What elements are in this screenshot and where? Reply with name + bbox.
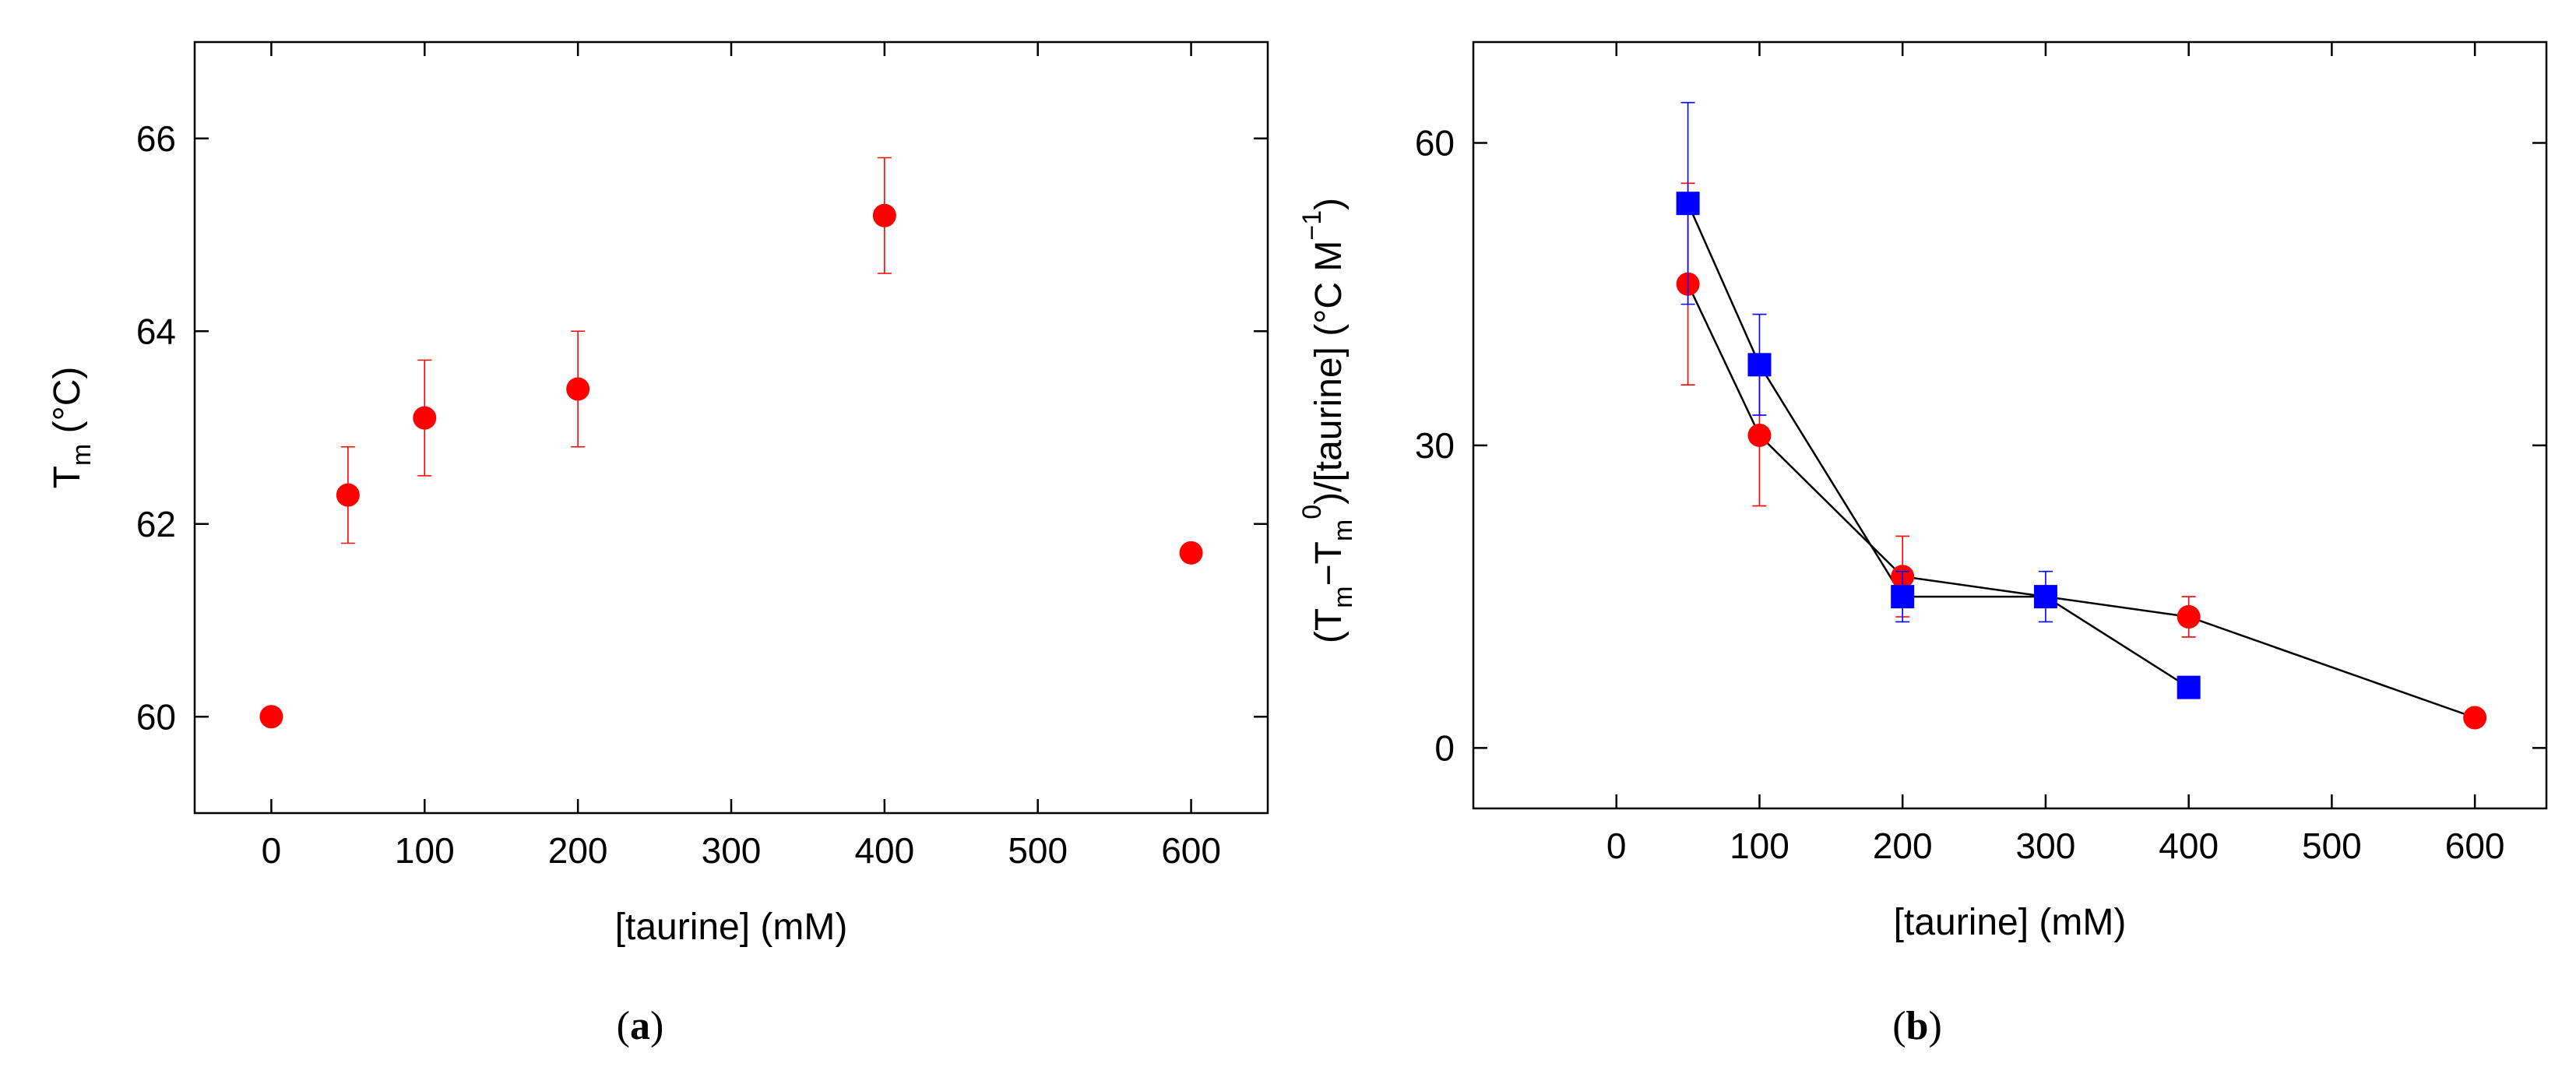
x-tick-label: 100 [1730,826,1789,866]
panel-a-y-axis-label: Tm (°C) [47,367,97,489]
panel-a-caption: (a) [617,1004,664,1048]
data-point-square [1747,353,1772,377]
panel-b-y-label-p2: −T [1308,541,1350,586]
panel-b-y-axis-label: (Tm−Tm0)/[taurine] (°C M−1) [1297,198,1358,643]
panel-a-y-ticks: 60 62 64 66 [136,118,1268,737]
x-tick-label: 600 [1161,830,1221,871]
x-tick-label: 0 [1606,826,1627,866]
panel-a: 0 100 200 300 400 500 600 60 62 64 66 [taurine] (… [47,40,1269,1048]
x-tick-label: 500 [1008,830,1068,871]
panel-b-caption-letter: b [1906,1004,1929,1048]
data-point-circle [566,377,590,401]
data-point-circle [1747,423,1772,447]
data-point-circle [872,203,896,227]
data-point-circle [413,406,437,430]
x-tick-label: 0 [262,830,282,871]
panel-b-x-ticks: 0 100 200 300 400 500 600 [1606,42,2505,866]
panel-b-y-label-sup1: 0 [1297,505,1327,519]
data-point-square [1891,585,1915,609]
x-tick-label: 200 [1873,826,1933,866]
data-point-circle [1179,540,1203,565]
x-tick-label: 300 [2016,826,2076,866]
panel-a-marks [259,157,1203,729]
x-tick-label: 200 [548,830,608,871]
data-point-circle [259,705,283,729]
panel-b-y-label-sub1: m [1328,586,1358,607]
y-tick-label: 0 [1434,727,1455,768]
panel-a-plot-frame [193,40,1269,815]
y-tick-label: 64 [136,311,176,351]
x-tick-label: 600 [2445,826,2505,866]
panel-b-caption: (b) [1892,1004,1942,1048]
data-point-square [2177,675,2201,699]
panel-a-y-label-main: T [47,466,88,488]
y-tick-label: 30 [1415,425,1455,466]
panel-b-series-lines [1687,202,2476,719]
panel-b-y-label-sub2: m [1328,519,1358,541]
x-tick-label: 400 [2159,826,2219,866]
x-tick-label: 500 [2302,826,2362,866]
data-point-circle [2177,605,2201,629]
panel-b-y-label-p3: )/[taurine] (°C M [1308,241,1350,505]
x-tick-label: 400 [854,830,914,871]
panel-a-x-ticks: 0 100 200 300 400 500 600 [262,42,1221,871]
x-tick-label: 300 [702,830,762,871]
panel-b-marks [1676,101,2487,730]
panel-b-y-label-p4: ) [1308,198,1350,210]
panel-b-plot-frame [1472,40,2548,810]
y-tick-label: 62 [136,504,176,544]
panel-a-y-label-rest: (°C) [47,367,88,444]
panel-b-x-axis-label: [taurine] (mM) [1894,902,2127,943]
series-line-red-circles [1687,283,2476,719]
data-point-circle [2463,706,2487,730]
panel-a-x-axis-label: [taurine] (mM) [615,907,848,948]
panel-b-y-label-sup2: −1 [1297,210,1327,241]
panel-b: 0 100 200 300 400 500 600 0 30 60 [taurine] (mM)… [1297,40,2548,1048]
panel-b-y-ticks: 0 30 60 [1415,122,2546,768]
panel-b-y-label-p1: (T [1308,608,1350,643]
x-tick-label: 100 [395,830,455,871]
y-tick-label: 60 [136,696,176,737]
y-tick-label: 60 [1415,122,1455,163]
panel-a-caption-letter: a [630,1004,650,1048]
data-point-square [2033,585,2057,609]
panel-a-y-label-sub: m [67,444,97,466]
data-point-square [1676,192,1700,216]
y-tick-label: 66 [136,118,176,159]
data-point-circle [336,483,360,507]
